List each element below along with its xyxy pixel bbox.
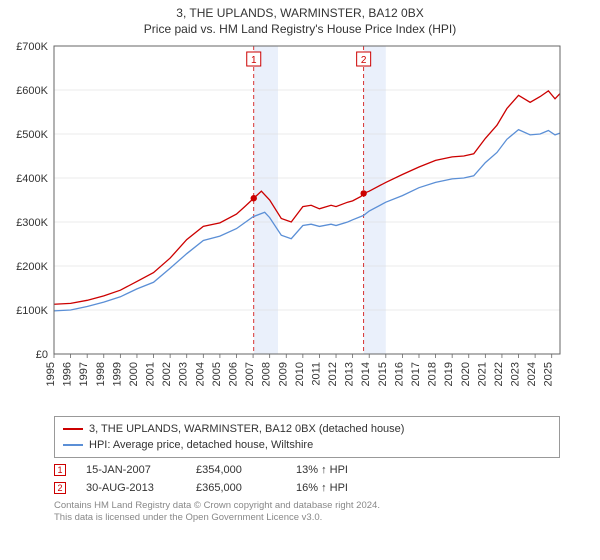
event-table: 1 15-JAN-2007 £354,000 13% ↑ HPI 2 30-AU… <box>54 464 560 494</box>
event-marker-2: 2 <box>54 482 66 494</box>
svg-text:1: 1 <box>251 55 257 66</box>
svg-text:2011: 2011 <box>310 362 322 386</box>
chart-title-address: 3, THE UPLANDS, WARMINSTER, BA12 0BX <box>0 6 600 20</box>
event-price: £354,000 <box>196 464 276 476</box>
event-row: 1 15-JAN-2007 £354,000 13% ↑ HPI <box>54 464 560 476</box>
price-chart: £0 £100K £200K £300K £400K £500K £600K £700K 199… <box>0 36 600 416</box>
svg-text:£700K: £700K <box>16 41 48 53</box>
svg-text:2003: 2003 <box>178 362 190 386</box>
svg-text:1996: 1996 <box>62 362 74 386</box>
event-price: £365,000 <box>196 482 276 494</box>
footer-line-1: Contains HM Land Registry data © Crown c… <box>54 500 560 512</box>
svg-text:£0: £0 <box>36 349 48 361</box>
svg-text:2000: 2000 <box>128 362 140 386</box>
svg-text:2013: 2013 <box>344 362 356 386</box>
svg-text:£400K: £400K <box>16 173 48 185</box>
svg-text:2020: 2020 <box>460 362 472 386</box>
svg-text:2018: 2018 <box>427 362 439 386</box>
event-date: 30-AUG-2013 <box>86 482 176 494</box>
svg-text:2015: 2015 <box>377 362 389 386</box>
footer-line-2: This data is licensed under the Open Gov… <box>54 512 560 524</box>
svg-text:1997: 1997 <box>78 362 90 386</box>
event-row: 2 30-AUG-2013 £365,000 16% ↑ HPI <box>54 482 560 494</box>
svg-text:2008: 2008 <box>261 362 273 386</box>
svg-text:£300K: £300K <box>16 217 48 229</box>
svg-text:1995: 1995 <box>45 362 57 386</box>
legend-swatch-subject <box>63 428 83 430</box>
svg-text:2016: 2016 <box>393 362 405 386</box>
legend-row-hpi: HPI: Average price, detached house, Wilt… <box>63 437 551 453</box>
svg-text:£500K: £500K <box>16 129 48 141</box>
svg-text:2012: 2012 <box>327 362 339 386</box>
event-marker-1: 1 <box>54 464 66 476</box>
svg-text:2006: 2006 <box>227 362 239 386</box>
svg-text:2004: 2004 <box>194 362 206 386</box>
svg-text:2: 2 <box>361 55 367 66</box>
svg-text:2005: 2005 <box>211 362 223 386</box>
legend-label-subject: 3, THE UPLANDS, WARMINSTER, BA12 0BX (de… <box>89 423 404 435</box>
footer-attribution: Contains HM Land Registry data © Crown c… <box>54 500 560 525</box>
svg-text:2019: 2019 <box>443 362 455 386</box>
svg-text:2025: 2025 <box>543 362 555 386</box>
chart-title-subtitle: Price paid vs. HM Land Registry's House … <box>0 22 600 36</box>
svg-text:2014: 2014 <box>360 362 372 386</box>
svg-text:£600K: £600K <box>16 85 48 97</box>
svg-text:2007: 2007 <box>244 362 256 386</box>
svg-text:2001: 2001 <box>145 362 157 386</box>
svg-text:2023: 2023 <box>510 362 522 386</box>
event-hpi-note: 13% ↑ HPI <box>296 464 386 476</box>
event-date: 15-JAN-2007 <box>86 464 176 476</box>
event-hpi-note: 16% ↑ HPI <box>296 482 386 494</box>
svg-text:£200K: £200K <box>16 261 48 273</box>
svg-text:2017: 2017 <box>410 362 422 386</box>
svg-text:1998: 1998 <box>95 362 107 386</box>
svg-text:2002: 2002 <box>161 362 173 386</box>
svg-text:2024: 2024 <box>526 362 538 386</box>
svg-text:1999: 1999 <box>111 362 123 386</box>
svg-text:2022: 2022 <box>493 362 505 386</box>
svg-text:2010: 2010 <box>294 362 306 386</box>
legend: 3, THE UPLANDS, WARMINSTER, BA12 0BX (de… <box>54 416 560 458</box>
svg-text:£100K: £100K <box>16 305 48 317</box>
legend-row-subject: 3, THE UPLANDS, WARMINSTER, BA12 0BX (de… <box>63 421 551 437</box>
svg-text:2009: 2009 <box>277 362 289 386</box>
legend-label-hpi: HPI: Average price, detached house, Wilt… <box>89 439 313 451</box>
svg-text:2021: 2021 <box>476 362 488 386</box>
legend-swatch-hpi <box>63 444 83 446</box>
